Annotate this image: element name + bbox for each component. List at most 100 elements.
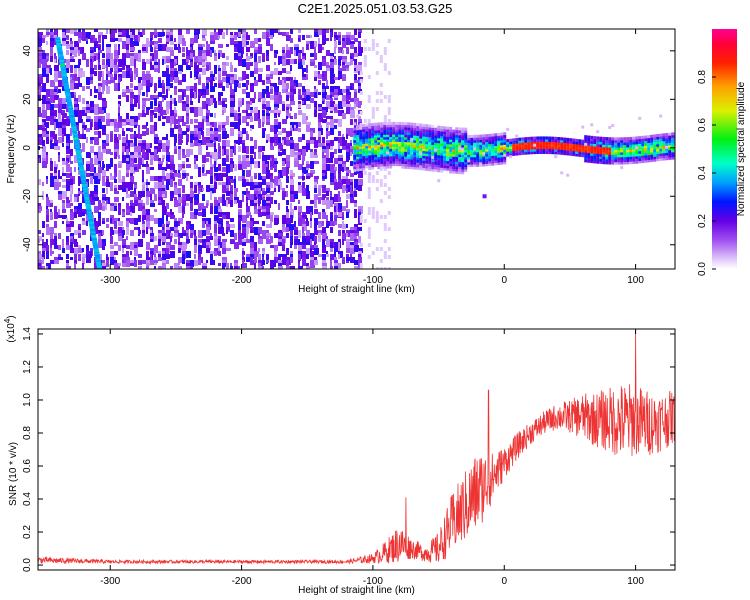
heatmap-cell [440,150,444,154]
heatmap-cell [389,155,393,159]
heatmap-cell [342,239,344,245]
heatmap-cell [126,194,130,198]
heatmap-cell [530,146,534,150]
heatmap-cell [134,227,138,230]
heatmap-cell [306,116,308,120]
heatmap-cell [383,67,387,71]
heatmap-cell [174,140,177,143]
heatmap-cell [368,147,372,151]
heatmap-cell [98,53,100,60]
heatmap-cell [154,134,158,138]
heatmap-cell [464,134,468,138]
heatmap-cell [629,144,633,148]
heatmap-cell [214,251,217,256]
heatmap-cell [218,245,220,254]
heatmap-cell [383,158,387,162]
heatmap-cell [306,35,310,38]
heatmap-cell [46,89,51,97]
heatmap-cell [353,127,357,131]
heatmap-cell [422,143,426,147]
heatmap-cell [554,155,558,159]
heatmap-cell [194,164,198,169]
heatmap-cell [590,155,594,159]
heatmap-cell [346,257,351,261]
heatmap-cell [326,95,331,100]
heatmap-cell [202,38,206,41]
heatmap-cell [162,71,166,77]
heatmap-cell [106,254,108,258]
heatmap-cell [42,83,46,90]
heatmap-cell [461,163,465,167]
heatmap-cell [306,239,310,244]
heatmap-cell [446,167,450,171]
heatmap-cell [437,142,441,146]
heatmap-cell [178,194,181,198]
heatmap-cell [202,131,204,137]
heatmap-cell [138,260,142,265]
heatmap-cell [50,95,55,103]
heatmap-cell [58,122,62,130]
heatmap-cell [54,134,57,141]
heatmap-cell [190,212,194,219]
heatmap-cell [198,212,203,216]
heatmap-cell [599,158,603,162]
heatmap-cell [234,122,238,129]
heatmap-cell [94,71,97,76]
heatmap-cell [354,47,357,53]
heatmap-cell [334,125,337,129]
heatmap-cell [322,113,326,118]
heatmap-cell [338,212,342,217]
heatmap-cell [178,197,182,203]
heatmap-cell [596,130,600,134]
heatmap-cell [178,89,182,92]
heatmap-cell [356,141,360,145]
heatmap-cell [146,149,151,153]
heatmap-cell [222,239,227,242]
heatmap-cell [218,173,223,181]
heatmap-cell [434,137,438,141]
heatmap-cell [416,154,420,158]
heatmap-cell [122,59,126,66]
heatmap-cell [182,149,185,154]
heatmap-cell [90,140,93,144]
heatmap-cell [174,47,178,50]
heatmap-cell [353,163,357,167]
heatmap-cell [278,122,281,127]
heatmap-cell [389,146,393,150]
heatmap-cell [74,254,77,262]
heatmap-cell [202,173,207,176]
heatmap-cell [671,151,675,155]
heatmap-cell [410,149,414,153]
heatmap-cell [242,128,246,134]
heatmap-cell [330,95,332,98]
heatmap-cell [178,71,182,74]
heatmap-cell [443,138,447,142]
heatmap-cell [602,144,606,148]
heatmap-cell [506,153,510,157]
heatmap-cell [515,150,519,154]
heatmap-cell [662,155,666,159]
heatmap-cell [587,159,591,163]
heatmap-cell [503,134,507,138]
heatmap-cell [419,130,423,134]
heatmap-cell [437,149,441,153]
heatmap-cell [310,131,313,139]
heatmap-cell [437,159,441,163]
heatmap-cell [479,146,483,150]
heatmap-cell [126,182,130,191]
heatmap-cell [214,77,217,80]
heatmap-cell [166,203,169,209]
heatmap-cell [422,126,426,130]
heatmap-cell [194,137,198,142]
heatmap-cell [596,160,600,164]
heatmap-cell [593,141,597,145]
heatmap-cell [386,153,390,157]
heatmap-cell [174,239,177,244]
heatmap-cell [102,230,104,235]
heatmap-cell [266,92,270,98]
heatmap-cell [383,191,387,195]
heatmap-cell [114,251,118,255]
heatmap-cell [142,104,145,113]
heatmap-cell [298,122,301,127]
heatmap-cell [375,51,379,55]
